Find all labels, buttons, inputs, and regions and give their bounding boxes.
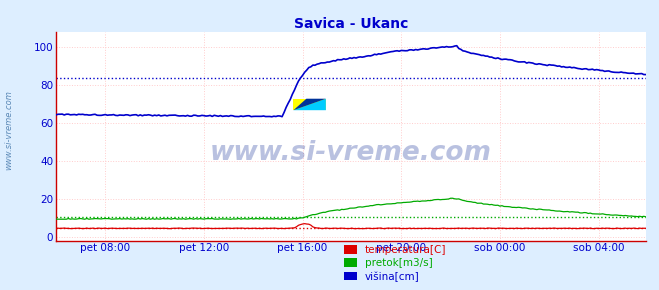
- Polygon shape: [293, 99, 326, 110]
- Legend: temperatura[C], pretok[m3/s], višina[cm]: temperatura[C], pretok[m3/s], višina[cm]: [341, 242, 449, 285]
- Polygon shape: [293, 99, 326, 110]
- Text: www.si-vreme.com: www.si-vreme.com: [4, 90, 13, 171]
- Polygon shape: [293, 99, 326, 110]
- Text: www.si-vreme.com: www.si-vreme.com: [210, 140, 492, 166]
- Title: Savica - Ukanc: Savica - Ukanc: [294, 17, 408, 31]
